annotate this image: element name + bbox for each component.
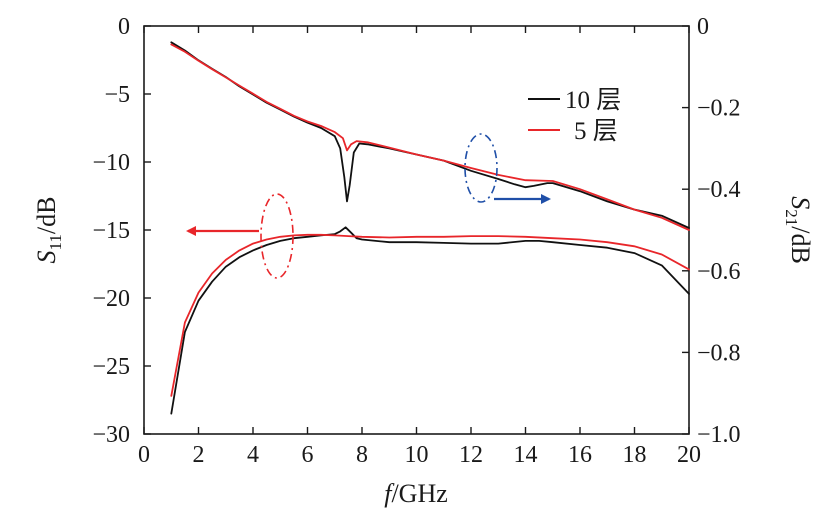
x-tick-label: 10 — [405, 442, 429, 468]
ticks-layer: 0 2 4 6 8 10 12 14 16 18 20 0 −5 −10 −15 −20 −25 −30 0 −0.2… — [92, 14, 740, 468]
right-axis-title: S21/dB — [782, 196, 815, 264]
right-axis-title-var: S — [786, 196, 815, 209]
right-axis-title-sub: 21 — [782, 209, 801, 226]
x-tick-label: 12 — [459, 442, 483, 468]
left-y-tick-label: −30 — [92, 422, 130, 448]
series-line-10-s11 — [170, 226, 690, 415]
left-y-tick-label: −25 — [92, 354, 130, 380]
right-y-tick-label: −1.0 — [697, 422, 741, 448]
s11-annotation-ellipse — [260, 193, 294, 279]
left-y-tick-label: −5 — [104, 82, 130, 108]
legend: 10 层 5 层 — [528, 87, 621, 145]
left-y-tick-label: −10 — [92, 150, 130, 176]
right-y-tick-label: −0.4 — [697, 177, 741, 203]
x-tick-label: 14 — [514, 442, 538, 468]
series-line-5-s21 — [170, 43, 690, 231]
annotations — [186, 133, 551, 279]
x-tick-label: 8 — [356, 442, 368, 468]
left-axis-title-unit: /dB — [32, 197, 61, 235]
right-axis-title-unit: /dB — [786, 226, 815, 264]
right-y-tick-label: −0.8 — [697, 340, 741, 366]
right-y-tick-label: 0 — [697, 14, 709, 40]
s21-annotation-ellipse — [464, 133, 498, 203]
x-tick-label: 18 — [623, 442, 647, 468]
left-y-tick-label: −15 — [92, 218, 130, 244]
left-axis-title-sub: 11 — [46, 234, 65, 250]
x-tick-label: 16 — [568, 442, 592, 468]
left-axis-title-var: S — [32, 250, 61, 263]
left-axis-title: S11/dB — [32, 197, 65, 264]
right-y-tick-label: −0.6 — [697, 259, 741, 285]
series-layer — [170, 41, 690, 415]
right-y-tick-label: −0.2 — [697, 96, 741, 122]
x-tick-label: 6 — [302, 442, 314, 468]
x-tick-label: 2 — [193, 442, 205, 468]
series-line-5-s11 — [170, 233, 690, 397]
legend-10-layer-label: 10 层 — [565, 87, 621, 114]
x-axis-title-var: f — [384, 479, 395, 508]
x-tick-label: 0 — [138, 442, 150, 468]
x-axis-title-unit: /GHz — [391, 479, 447, 508]
x-tick-label: 4 — [247, 442, 259, 468]
left-y-tick-label: −20 — [92, 286, 130, 312]
x-axis-title: f/GHz — [384, 479, 448, 508]
legend-5-layer-label: 5 层 — [574, 118, 618, 145]
x-tick-label: 20 — [677, 442, 701, 468]
left-y-tick-label: 0 — [118, 14, 130, 40]
